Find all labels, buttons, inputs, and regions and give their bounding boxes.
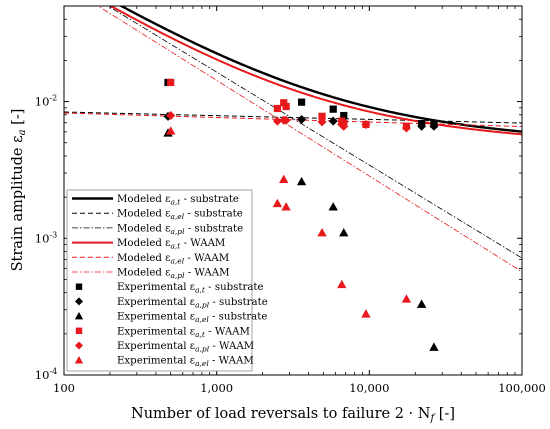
- data-point-triangle: [272, 198, 283, 208]
- data-point-square: [280, 99, 288, 107]
- legend-label: Experimental εa,el - substrate: [117, 312, 267, 325]
- legend-label: Experimental εa,el - WAAM: [117, 356, 254, 369]
- data-point-triangle: [429, 342, 439, 351]
- experimental-points: [163, 78, 439, 351]
- legend-label: Modeled εa,el - WAAM: [117, 253, 229, 266]
- data-point-diamond: [429, 121, 439, 131]
- legend-marker-swatch: [75, 327, 83, 334]
- legend-label: Modeled εa,el - substrate: [117, 209, 243, 222]
- y-tick-label: 10-4: [35, 367, 57, 382]
- legend-entry: Experimental εa,t - WAAM: [75, 326, 250, 339]
- legend-marker-swatch: [75, 341, 83, 350]
- legend-entry: Experimental εa,t - substrate: [75, 282, 264, 295]
- legend-entry: Modeled εa,el - substrate: [72, 209, 243, 222]
- y-axis-label: Strain amplitude εa [-]: [10, 109, 28, 272]
- axes: 100 1,000 10,000 100,000 10-4 10-3 10-2: [35, 5, 546, 395]
- model-curve: [107, 6, 522, 259]
- data-point-triangle: [317, 227, 327, 237]
- x-tick-label: 100: [53, 381, 75, 395]
- legend-label: Modeled εa,pl - substrate: [117, 223, 243, 236]
- x-tick-label: 1,000: [200, 381, 233, 395]
- data-point-diamond: [328, 116, 338, 126]
- plot-frame: [63, 5, 523, 376]
- model-curve: [97, 6, 522, 273]
- data-point-diamond: [272, 116, 282, 126]
- legend-entry: Modeled εa,el - WAAM: [72, 253, 229, 266]
- data-point-triangle: [337, 279, 347, 289]
- data-point-square: [273, 104, 282, 113]
- legend-entry: Modeled εa,t - substrate: [72, 194, 239, 207]
- model-curve: [108, 6, 522, 136]
- legend-label: Experimental εa,t - WAAM: [117, 326, 250, 339]
- legend-label: Experimental εa,pl - substrate: [117, 297, 268, 310]
- data-point-triangle: [328, 202, 338, 211]
- legend-entry: Modeled εa,pl - WAAM: [72, 268, 230, 281]
- data-point-square: [318, 112, 326, 120]
- legend-label: Experimental εa,t - substrate: [117, 282, 264, 295]
- data-point-square: [340, 111, 348, 120]
- data-point-square: [329, 105, 337, 113]
- data-point-square: [282, 102, 290, 111]
- data-point-triangle: [361, 309, 371, 318]
- y-tick-label: 10-2: [35, 94, 57, 109]
- legend-entry: Experimental εa,pl - substrate: [75, 297, 268, 310]
- legend-marker-swatch: [74, 356, 84, 364]
- legend-entry: Modeled εa,t - WAAM: [72, 238, 225, 251]
- model-curve: [64, 112, 522, 128]
- data-point-diamond: [361, 119, 371, 129]
- data-point-diamond: [417, 121, 427, 131]
- data-point-diamond: [401, 123, 411, 133]
- data-point-triangle: [296, 176, 307, 186]
- x-axis-label: Number of load reversals to failure 2 · …: [131, 406, 455, 424]
- x-tick-label: 10,000: [349, 381, 389, 395]
- legend-marker-swatch: [74, 311, 84, 320]
- y-tick-label: 10-3: [35, 230, 57, 245]
- x-tick-label: 100,000: [498, 381, 546, 395]
- legend-marker-swatch: [75, 283, 83, 290]
- data-point-triangle: [166, 126, 176, 135]
- data-point-diamond: [317, 117, 327, 127]
- legend: Modeled εa,t - substrate Modeled εa,el - …: [66, 189, 268, 372]
- data-point-triangle: [416, 299, 427, 308]
- legend-entry: Modeled εa,pl - substrate: [72, 223, 243, 236]
- legend-label: Modeled εa,t - WAAM: [117, 238, 225, 251]
- legend-label: Modeled εa,t - substrate: [117, 194, 239, 207]
- model-curves: [64, 6, 522, 273]
- data-point-diamond: [166, 111, 176, 121]
- data-point-diamond: [339, 121, 349, 131]
- model-curve: [118, 6, 522, 133]
- model-curve: [64, 111, 522, 124]
- data-point-diamond: [297, 114, 307, 124]
- legend-entry: Experimental εa,el - substrate: [74, 311, 267, 325]
- data-point-diamond: [281, 115, 291, 125]
- data-point-triangle: [401, 294, 412, 303]
- data-point-triangle: [339, 227, 349, 237]
- legend-label: Experimental εa,pl - WAAM: [117, 341, 254, 354]
- legend-marker-swatch: [75, 297, 83, 306]
- data-point-triangle: [279, 174, 289, 184]
- data-point-square: [167, 78, 175, 87]
- legend-entry: Experimental εa,el - WAAM: [74, 356, 254, 369]
- data-point-square: [297, 98, 306, 106]
- data-point-triangle: [281, 202, 291, 211]
- legend-box: [66, 189, 253, 372]
- legend-entry: Experimental εa,pl - WAAM: [75, 341, 254, 354]
- legend-label: Modeled εa,pl - WAAM: [117, 268, 230, 281]
